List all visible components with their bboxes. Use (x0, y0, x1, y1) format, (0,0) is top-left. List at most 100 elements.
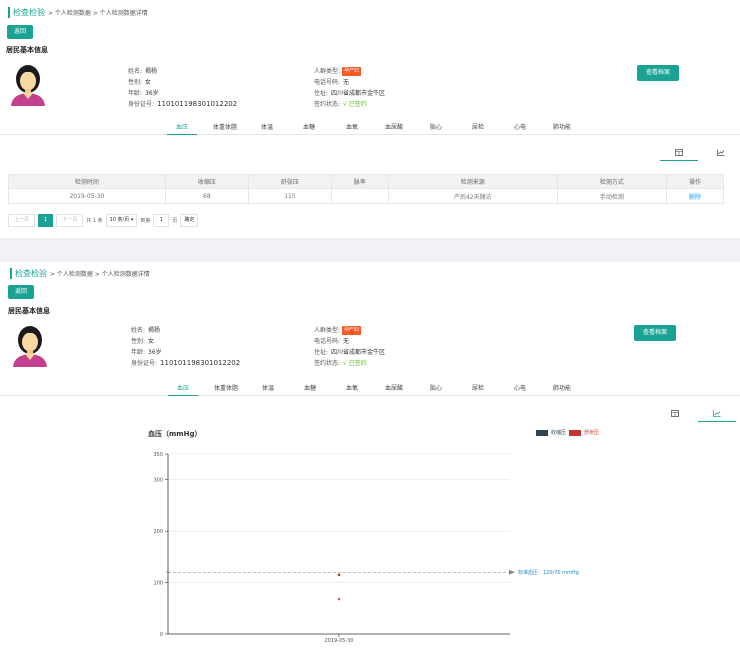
breadcrumb-accent-bar (8, 7, 10, 18)
avatar (11, 65, 45, 106)
page-size-select[interactable]: 10 条/页 ▾ (105, 214, 138, 227)
y-tick-label: 100 (153, 580, 163, 586)
tab-blood-pressure[interactable]: 血压 (167, 121, 197, 135)
avatar (13, 326, 47, 367)
tab-fetal-heart[interactable]: 胎心 (429, 124, 442, 131)
breadcrumb-main[interactable]: 检查检验 (13, 8, 45, 17)
chart-view-toggle[interactable] (702, 147, 740, 161)
type-label: 人群类型: (314, 327, 341, 334)
tab-blood-oxygen[interactable]: 血氧 (345, 385, 358, 392)
tab-lung-function[interactable]: 肺功能 (552, 124, 571, 131)
page-unit-label: 页 (172, 218, 178, 224)
line-chart-icon (717, 149, 725, 156)
data-point-diastolic[interactable] (337, 573, 341, 577)
gender-label: 性别: (131, 338, 146, 345)
table-view-toggle[interactable] (660, 147, 698, 161)
tab-bar: 血压 体重体脂 体温 血糖 血氧 血尿酸 胎心 尿检 心电 肺功能 (0, 382, 740, 396)
x-tick-label: 2019-05-30 (324, 638, 353, 644)
col-detect-time: 检测时间 (8, 174, 166, 189)
tab-temperature[interactable]: 体温 (260, 124, 273, 131)
breadcrumb-rest: > 个人检测数据 > 个人检测数据详情 (50, 271, 150, 278)
back-button[interactable]: 返回 (8, 285, 34, 299)
tab-urine-test[interactable]: 尿检 (471, 124, 484, 131)
name-label: 姓名: (131, 327, 146, 334)
data-point-systolic[interactable] (337, 597, 341, 601)
resident-info-right: 人群类型: 孕产妇 电话号码: 无 住址: 四川省成都市金牛区 签约状态: √ 已签约 (314, 325, 385, 369)
sign-status: √ 已签约 (343, 101, 367, 108)
back-button[interactable]: 返回 (7, 25, 33, 39)
legend-label-systolic[interactable]: 收缩压 (551, 430, 567, 436)
tab-weight-fat[interactable]: 体重体脂 (212, 124, 237, 131)
goto-confirm-button[interactable]: 确定 (180, 214, 199, 227)
col-source: 检测来源 (387, 174, 558, 189)
tab-blood-glucose[interactable]: 血糖 (302, 124, 315, 131)
table-icon (675, 149, 683, 156)
phone-value: 无 (343, 338, 350, 345)
legend-label-diastolic[interactable]: 舒张压 (584, 430, 600, 436)
tab-blood-glucose[interactable]: 血糖 (303, 385, 316, 392)
reference-label: 标准血压：120/70 mmHg (518, 569, 579, 576)
phone-label: 电话号码: (314, 338, 341, 345)
col-operation: 操作 (666, 174, 724, 189)
page-1-button[interactable]: 1 (38, 214, 54, 227)
type-tag: 孕产妇 (342, 326, 362, 335)
address-label: 住址: (314, 349, 329, 356)
chart-legend: 收缩压 舒张压 (536, 429, 599, 436)
cell-diastolic: 115 (247, 188, 332, 204)
legend-swatch-diastolic[interactable] (569, 429, 582, 436)
delete-link[interactable]: 删除 (666, 188, 724, 204)
reference-arrow-icon (509, 569, 515, 575)
tab-temperature[interactable]: 体温 (261, 385, 274, 392)
table-view-panel: 检查检验 > 个人检测数据 > 个人检测数据详情 返回 居民基本信息 姓名: 揭杨… (0, 0, 740, 238)
pagination: 上一页 1 下一页 共 1 条 10 条/页 ▾ 到第 1 页 确定 (8, 214, 199, 227)
total-count: 共 1 条 (86, 218, 103, 224)
tab-weight-fat[interactable]: 体重体脂 (213, 385, 238, 392)
goto-page-input[interactable]: 1 (153, 214, 170, 227)
table-view-toggle[interactable] (656, 408, 694, 422)
sign-label: 签约状态: (314, 360, 341, 367)
detection-table: 检测时间 收缩压 舒张压 脉率 检测来源 检测方式 操作 2019-05-30 … (8, 174, 724, 204)
chart-view-panel: 检查检验 > 个人检测数据 > 个人检测数据详情 返回 居民基本信息 姓名: 揭杨… (0, 262, 740, 652)
col-diastolic: 舒张压 (247, 174, 332, 189)
id-label: 身份证号: (131, 360, 158, 367)
chart-view-toggle[interactable] (698, 408, 736, 422)
tab-blood-pressure[interactable]: 血压 (168, 382, 198, 396)
section-title: 居民基本信息 (6, 46, 48, 54)
legend-swatch-systolic[interactable] (536, 429, 548, 436)
phone-label: 电话号码: (314, 79, 341, 86)
sign-status: √ 已签约 (343, 360, 367, 367)
breadcrumb-rest: > 个人检测数据 > 个人检测数据详情 (48, 10, 148, 17)
tab-blood-oxygen[interactable]: 血氧 (345, 124, 358, 131)
resident-info-left: 姓名: 揭杨 性别: 女 年龄: 36岁 身份证号: 11010119830101220… (128, 66, 237, 110)
view-record-button[interactable]: 查看档案 (634, 325, 676, 341)
id-label: 身份证号: (128, 101, 155, 108)
tab-urine-test[interactable]: 尿检 (471, 385, 484, 392)
breadcrumb-main[interactable]: 检查检验 (15, 269, 47, 278)
tab-fetal-heart[interactable]: 胎心 (429, 385, 442, 392)
next-page-button[interactable]: 下一页 (56, 214, 84, 227)
id-value: 110101198301012202 (160, 359, 241, 367)
age-value: 36岁 (148, 349, 162, 356)
gender-value: 女 (145, 79, 152, 86)
prev-page-button[interactable]: 上一页 (8, 214, 36, 227)
tab-uric-acid[interactable]: 血尿酸 (384, 124, 403, 131)
line-chart-icon (713, 410, 721, 417)
phone-value: 无 (343, 79, 350, 86)
resident-info-right: 人群类型: 孕产妇 电话号码: 无 住址: 四川省成都市金牛区 签约状态: √ 已签约 (314, 66, 385, 110)
tab-lung-function[interactable]: 肺功能 (552, 385, 571, 392)
id-value: 110101198301012202 (157, 100, 238, 108)
table-icon (671, 410, 679, 417)
address-value: 四川省成都市金牛区 (331, 349, 386, 356)
view-record-button[interactable]: 查看档案 (637, 65, 679, 81)
age-label: 年龄: (131, 349, 146, 356)
tab-ecg[interactable]: 心电 (513, 385, 526, 392)
tab-ecg[interactable]: 心电 (513, 124, 526, 131)
address-label: 住址: (314, 90, 329, 97)
table-header-row: 检测时间 收缩压 舒张压 脉率 检测来源 检测方式 操作 (8, 174, 724, 189)
address-value: 四川省成都市金牛区 (331, 90, 386, 97)
goto-label: 到第 (140, 218, 151, 224)
type-tag: 孕产妇 (342, 67, 362, 76)
tab-uric-acid[interactable]: 血尿酸 (384, 385, 403, 392)
reference-start-point (166, 570, 170, 574)
table-row: 2019-05-30 68 115 产后42天随访 手动检测 删除 (8, 188, 724, 204)
